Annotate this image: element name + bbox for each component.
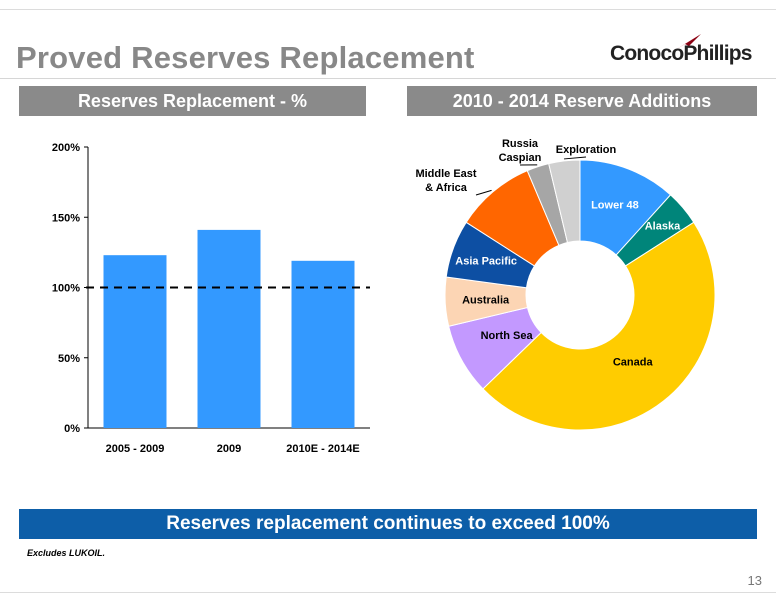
pie-chart-header: 2010 - 2014 Reserve Additions [407, 86, 757, 116]
page-number: 13 [747, 573, 762, 588]
footnote: Excludes LUKOIL. [27, 548, 106, 558]
reserve-additions-donut-chart: Lower 48 Alaska Canada North Sea Australia As… [415, 138, 716, 431]
slice-label: Russia Caspian [499, 138, 542, 164]
donut-slice [548, 159, 581, 244]
y-tick-label: 0% [64, 423, 80, 435]
bar [103, 255, 167, 428]
x-tick-label: 2005 - 2009 [106, 443, 165, 455]
slice-label: Canada [613, 357, 654, 369]
bar [197, 229, 261, 428]
company-logo-text: ConocoPhillips [610, 42, 752, 65]
reserves-replacement-bar-chart: 0% 50% 100% 150% 200% 2005 - 2009 2009 2010E - … [52, 142, 370, 455]
title-divider [0, 78, 776, 79]
company-logo: ConocoPhillips [610, 34, 762, 70]
slice-label: Exploration [556, 144, 617, 156]
top-divider [0, 9, 776, 10]
slice-label-leader [475, 189, 492, 196]
slice-label: Lower 48 [591, 199, 639, 211]
y-tick-label: 200% [52, 142, 80, 154]
bar [291, 260, 355, 428]
x-tick-label: 2009 [217, 443, 241, 455]
bar-chart-header: Reserves Replacement - % [19, 86, 366, 116]
slice-label: Middle East & Africa [415, 168, 476, 194]
y-tick-label: 100% [52, 283, 80, 295]
slice-label: North Sea [481, 330, 534, 342]
y-tick-label: 50% [58, 353, 80, 365]
slice-label: Asia Pacific [455, 256, 517, 268]
slice-label-leader [563, 156, 587, 160]
slice-label: Australia [462, 295, 510, 307]
key-message-banner: Reserves replacement continues to exceed… [19, 509, 757, 539]
donut-slice [482, 221, 716, 431]
bottom-divider [0, 592, 776, 593]
slide-title: Proved Reserves Replacement [16, 40, 475, 75]
x-tick-label: 2010E - 2014E [286, 443, 359, 455]
logo-compass-icon [675, 34, 701, 50]
slice-label: Alaska [645, 220, 681, 232]
y-tick-label: 150% [52, 212, 80, 224]
